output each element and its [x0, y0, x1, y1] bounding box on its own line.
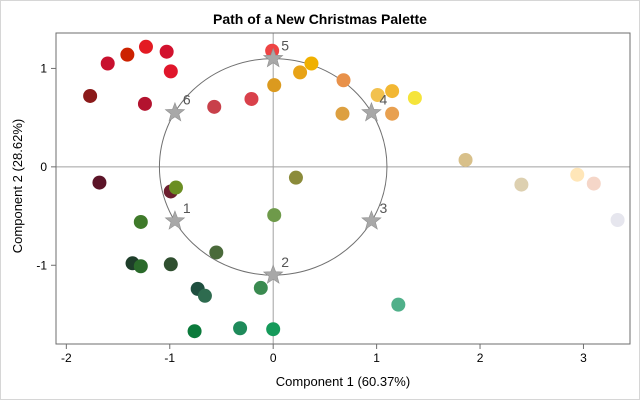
data-point [586, 176, 601, 191]
data-point [233, 321, 248, 336]
data-point [253, 280, 268, 295]
data-point [209, 245, 224, 260]
data-point [163, 257, 178, 272]
star-marker [262, 47, 284, 68]
plot-frame [55, 32, 631, 345]
star-label: 4 [379, 92, 387, 108]
data-point [207, 99, 222, 114]
y-tick-label: 0 [40, 160, 47, 174]
data-point [168, 180, 183, 195]
chart-title: Path of a New Christmas Palette [213, 11, 427, 27]
star-label: 1 [183, 200, 191, 216]
data-point [335, 106, 350, 121]
data-point [336, 73, 351, 88]
x-tick-label: 1 [373, 351, 380, 365]
star-label: 3 [379, 200, 387, 216]
data-point [92, 175, 107, 190]
data-point [570, 167, 585, 182]
x-tick-label: 3 [580, 351, 587, 365]
data-point [370, 88, 385, 103]
x-tick-label: 0 [270, 351, 277, 365]
y-tick-label: -1 [36, 258, 47, 272]
axes: -2 -1 0 1 2 3 -1 0 1 [36, 32, 631, 365]
star-label: 6 [183, 92, 191, 108]
star-marker [164, 101, 186, 122]
data-point [133, 259, 148, 274]
data-point [138, 39, 153, 54]
data-point [293, 65, 308, 80]
x-axis-label: Component 1 (60.37%) [276, 374, 410, 389]
data-point [458, 152, 473, 167]
data-point [267, 78, 282, 93]
data-point [266, 322, 281, 337]
star-marker [262, 264, 284, 284]
x-tick-label: -2 [61, 351, 72, 365]
star-marker [361, 101, 382, 122]
data-point [197, 288, 212, 303]
data-point [304, 56, 319, 71]
x-tick-label: 2 [477, 351, 484, 365]
data-point [267, 208, 282, 223]
data-point [137, 96, 152, 111]
data-point [610, 212, 625, 227]
star-label: 2 [281, 254, 289, 270]
data-point [514, 177, 529, 192]
data-point [163, 64, 178, 79]
star-marker [361, 210, 382, 230]
data-point [83, 88, 98, 103]
data-point [120, 47, 135, 62]
y-axis-label: Component 2 (28.62%) [10, 119, 25, 253]
data-point [385, 106, 400, 121]
data-point [385, 84, 400, 99]
star-label: 5 [281, 38, 289, 54]
data-point [187, 324, 202, 339]
data-point [133, 214, 148, 229]
data-point [100, 56, 115, 71]
star-marker [164, 210, 186, 230]
plot-area: 1 2 3 4 5 6 [56, 33, 630, 344]
x-tick-label: -1 [164, 351, 175, 365]
data-point [391, 297, 406, 312]
data-point [407, 90, 422, 105]
data-point [159, 44, 174, 59]
data-point [244, 91, 259, 106]
data-point [288, 170, 303, 185]
y-tick-label: 1 [40, 61, 47, 75]
